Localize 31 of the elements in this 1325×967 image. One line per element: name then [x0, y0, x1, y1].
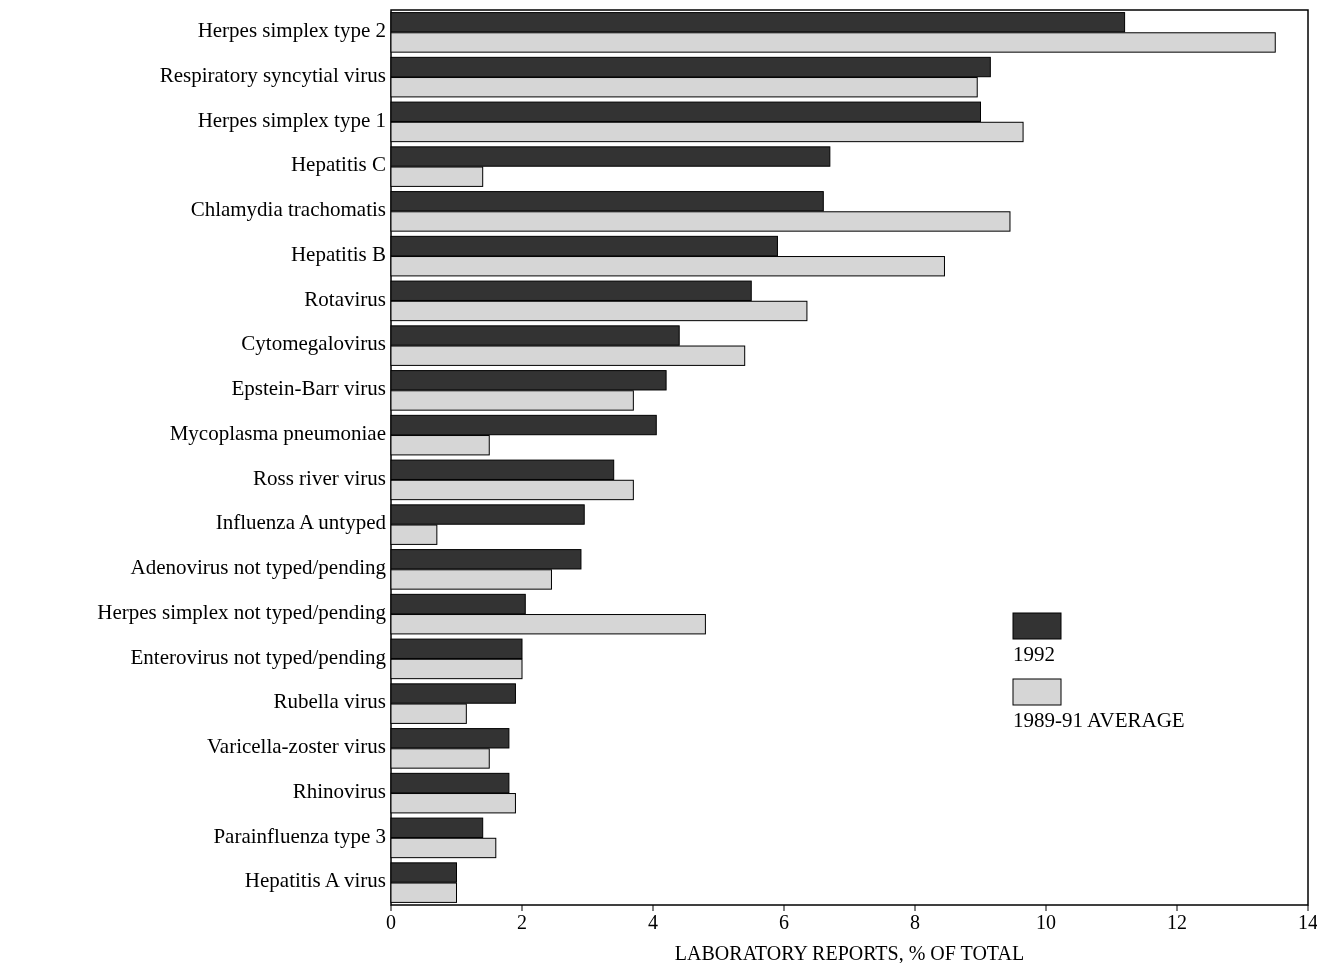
y-tick-label: Rubella virus	[273, 689, 386, 714]
y-tick-label: Hepatitis C	[290, 152, 386, 177]
y-tick-label: Adenovirus not typed/pending	[130, 555, 387, 580]
y-tick-label: Epstein-Barr virus	[231, 376, 386, 401]
x-tick-label: 6	[779, 911, 789, 933]
y-tick-label: Herpes simplex not typed/pending	[97, 599, 387, 624]
y-tick-label: Herpes simplex type 2	[197, 18, 386, 43]
x-tick-label: 8	[910, 911, 920, 933]
x-tick-label: 0	[386, 911, 396, 933]
x-tick-label: 14	[1298, 911, 1318, 933]
x-tick-label: 2	[517, 911, 527, 933]
x-tick-label: 10	[1036, 911, 1056, 933]
y-tick-label: Rhinovirus	[292, 778, 386, 803]
y-tick-label: Chlamydia trachomatis	[190, 197, 386, 222]
x-axis-title: LABORATORY REPORTS, % OF TOTAL	[674, 942, 1025, 964]
y-tick-label: Hepatitis B	[290, 241, 386, 266]
y-tick-label: Parainfluenza type 3	[213, 823, 386, 848]
y-tick-label: Ross river virus	[253, 465, 386, 490]
y-tick-label: Mycoplasma pneumoniae	[169, 420, 386, 445]
legend-label: 1989-91 AVERAGE	[1013, 708, 1185, 732]
y-tick-label: Varicella-zoster virus	[206, 734, 386, 759]
y-tick-label: Respiratory syncytial virus	[159, 62, 386, 87]
legend-label: 1992	[1013, 642, 1055, 666]
x-tick-label: 12	[1167, 911, 1187, 933]
y-tick-label: Hepatitis A virus	[244, 868, 386, 893]
y-tick-label: Cytomegalovirus	[241, 331, 386, 356]
y-tick-label: Herpes simplex type 1	[197, 107, 386, 132]
x-tick-label: 4	[648, 911, 658, 933]
y-tick-label: Rotavirus	[304, 286, 386, 311]
y-tick-label: Enterovirus not typed/pending	[130, 644, 387, 669]
y-tick-label: Influenza A untyped	[215, 510, 387, 535]
